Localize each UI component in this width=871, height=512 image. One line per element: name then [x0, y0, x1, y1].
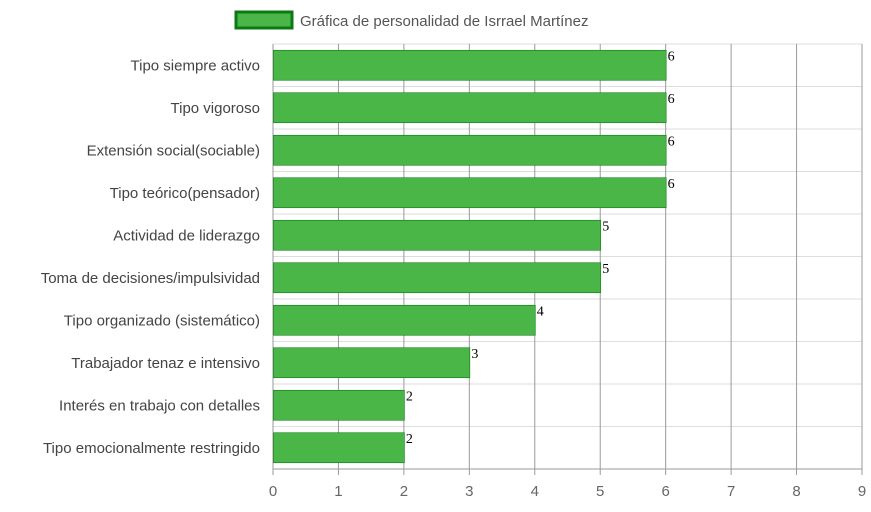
category-label: Tipo vigoroso [171, 100, 261, 117]
data-label: 6 [668, 177, 675, 192]
category-labels: Tipo siempre activo Tipo vigoroso Extensió… [41, 57, 260, 457]
data-label: 2 [406, 389, 413, 404]
data-label: 6 [668, 134, 675, 149]
bars [273, 49, 667, 464]
x-tick-label: 9 [858, 483, 866, 500]
x-tick-label: 0 [269, 483, 277, 500]
legend[interactable]: Gráfica de personalidad de Isrrael Martí… [234, 10, 588, 30]
x-tick-label: 6 [661, 483, 669, 500]
category-label: Toma de decisiones/impulsividad [41, 270, 260, 287]
x-tick-label: 4 [531, 483, 539, 500]
data-label: 2 [406, 432, 413, 447]
data-label: 5 [602, 219, 609, 234]
x-tick-label: 8 [792, 483, 800, 500]
x-tick-label: 1 [334, 483, 342, 500]
bar[interactable] [273, 49, 667, 81]
legend-swatch[interactable] [234, 10, 294, 30]
bar[interactable] [273, 219, 602, 251]
x-tick-label: 3 [465, 483, 473, 500]
data-label: 3 [471, 347, 478, 362]
data-label: 4 [537, 304, 544, 319]
bar[interactable] [273, 389, 405, 421]
category-label: Tipo siempre activo [131, 57, 261, 74]
category-label: Interés en trabajo con detalles [59, 397, 260, 414]
category-label: Tipo teórico(pensador) [110, 185, 260, 202]
category-label: Tipo organizado (sistemático) [64, 312, 260, 329]
bar[interactable] [273, 347, 471, 379]
category-label: Tipo emocionalmente restringido [43, 440, 260, 457]
bar[interactable] [273, 92, 667, 124]
category-label: Trabajador tenaz e intensivo [71, 355, 260, 372]
bar[interactable] [273, 304, 536, 336]
x-tick-label: 5 [596, 483, 604, 500]
x-tick-label: 7 [727, 483, 735, 500]
x-tick-label: 2 [400, 483, 408, 500]
bar[interactable] [273, 134, 667, 166]
x-axis-tick-labels: 0 1 2 3 4 5 6 7 8 9 [269, 483, 866, 500]
data-label: 6 [668, 92, 675, 107]
category-label: Actividad de liderazgo [113, 227, 260, 244]
data-label: 5 [602, 262, 609, 277]
data-labels: 6 6 6 6 5 5 4 3 2 2 [406, 49, 675, 447]
legend-label[interactable]: Gráfica de personalidad de Isrrael Martí… [300, 13, 588, 30]
data-label: 6 [668, 49, 675, 64]
bar[interactable] [273, 262, 602, 294]
bar[interactable] [273, 432, 405, 464]
bar[interactable] [273, 177, 667, 209]
category-label: Extensión social(sociable) [87, 142, 260, 159]
